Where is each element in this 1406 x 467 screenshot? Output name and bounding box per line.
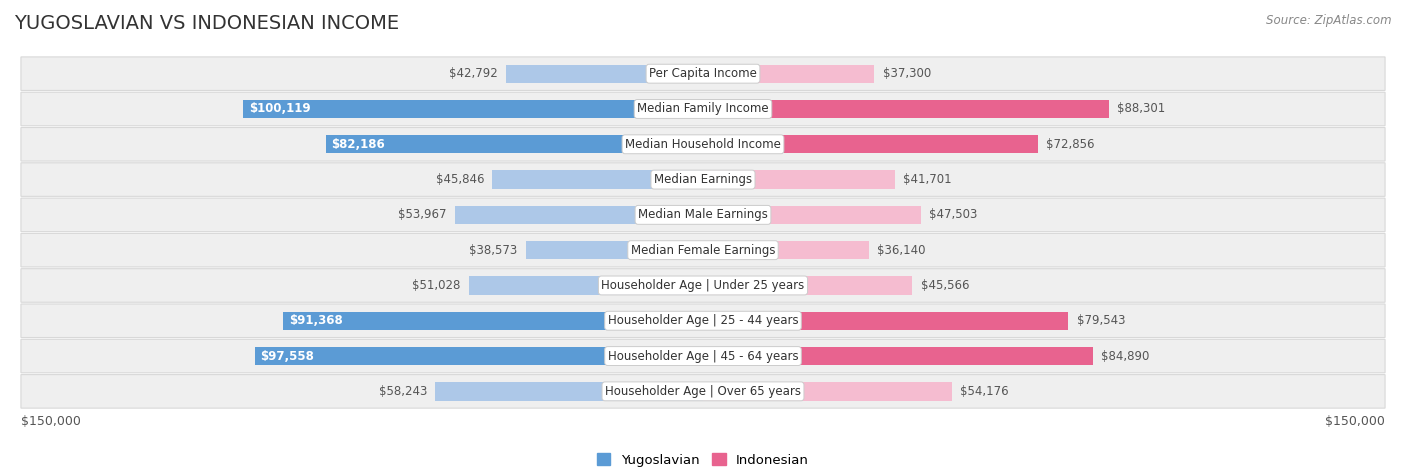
Text: Householder Age | 45 - 64 years: Householder Age | 45 - 64 years xyxy=(607,350,799,362)
Text: $37,300: $37,300 xyxy=(883,67,931,80)
Text: $88,301: $88,301 xyxy=(1116,102,1166,115)
Text: $82,186: $82,186 xyxy=(330,138,385,151)
FancyBboxPatch shape xyxy=(21,340,1385,373)
Text: Householder Age | 25 - 44 years: Householder Age | 25 - 44 years xyxy=(607,314,799,327)
Text: $54,176: $54,176 xyxy=(960,385,1008,398)
Text: Median Household Income: Median Household Income xyxy=(626,138,780,151)
FancyBboxPatch shape xyxy=(21,269,1385,302)
Text: $53,967: $53,967 xyxy=(398,208,447,221)
Text: Median Male Earnings: Median Male Earnings xyxy=(638,208,768,221)
Text: $41,701: $41,701 xyxy=(903,173,952,186)
Text: $51,028: $51,028 xyxy=(412,279,460,292)
Text: Median Family Income: Median Family Income xyxy=(637,102,769,115)
Bar xyxy=(703,100,1108,118)
Text: Householder Age | Over 65 years: Householder Age | Over 65 years xyxy=(605,385,801,398)
Bar xyxy=(703,170,894,189)
Text: YUGOSLAVIAN VS INDONESIAN INCOME: YUGOSLAVIAN VS INDONESIAN INCOME xyxy=(14,14,399,33)
Text: $150,000: $150,000 xyxy=(1326,415,1385,428)
Bar xyxy=(254,347,703,365)
Text: $36,140: $36,140 xyxy=(877,244,925,257)
Text: $79,543: $79,543 xyxy=(1077,314,1125,327)
Bar xyxy=(326,135,703,154)
Bar xyxy=(703,347,1092,365)
Text: Per Capita Income: Per Capita Income xyxy=(650,67,756,80)
Text: Median Earnings: Median Earnings xyxy=(654,173,752,186)
Text: $45,566: $45,566 xyxy=(921,279,969,292)
Text: $45,846: $45,846 xyxy=(436,173,484,186)
Text: $150,000: $150,000 xyxy=(21,415,80,428)
Bar xyxy=(703,135,1038,154)
Bar xyxy=(506,64,703,83)
Bar xyxy=(492,170,703,189)
Bar xyxy=(703,64,875,83)
Text: Median Female Earnings: Median Female Earnings xyxy=(631,244,775,257)
Text: $58,243: $58,243 xyxy=(378,385,427,398)
Text: $38,573: $38,573 xyxy=(470,244,517,257)
FancyBboxPatch shape xyxy=(21,127,1385,161)
FancyBboxPatch shape xyxy=(21,375,1385,408)
Bar xyxy=(468,276,703,295)
Bar xyxy=(436,382,703,401)
Bar xyxy=(243,100,703,118)
Bar xyxy=(703,311,1069,330)
FancyBboxPatch shape xyxy=(21,234,1385,267)
FancyBboxPatch shape xyxy=(21,163,1385,196)
Text: $84,890: $84,890 xyxy=(1101,350,1150,362)
Bar xyxy=(456,205,703,224)
Bar xyxy=(703,205,921,224)
Text: Source: ZipAtlas.com: Source: ZipAtlas.com xyxy=(1267,14,1392,27)
Bar xyxy=(284,311,703,330)
Legend: Yugoslavian, Indonesian: Yugoslavian, Indonesian xyxy=(592,448,814,467)
Text: Householder Age | Under 25 years: Householder Age | Under 25 years xyxy=(602,279,804,292)
Text: $97,558: $97,558 xyxy=(260,350,315,362)
FancyBboxPatch shape xyxy=(21,92,1385,126)
Bar xyxy=(703,382,952,401)
Text: $72,856: $72,856 xyxy=(1046,138,1094,151)
Text: $100,119: $100,119 xyxy=(249,102,311,115)
FancyBboxPatch shape xyxy=(21,57,1385,91)
Bar xyxy=(526,241,703,259)
Text: $47,503: $47,503 xyxy=(929,208,977,221)
Bar xyxy=(703,241,869,259)
FancyBboxPatch shape xyxy=(21,198,1385,232)
Text: $91,368: $91,368 xyxy=(288,314,343,327)
FancyBboxPatch shape xyxy=(21,304,1385,338)
Bar xyxy=(703,276,912,295)
Text: $42,792: $42,792 xyxy=(450,67,498,80)
